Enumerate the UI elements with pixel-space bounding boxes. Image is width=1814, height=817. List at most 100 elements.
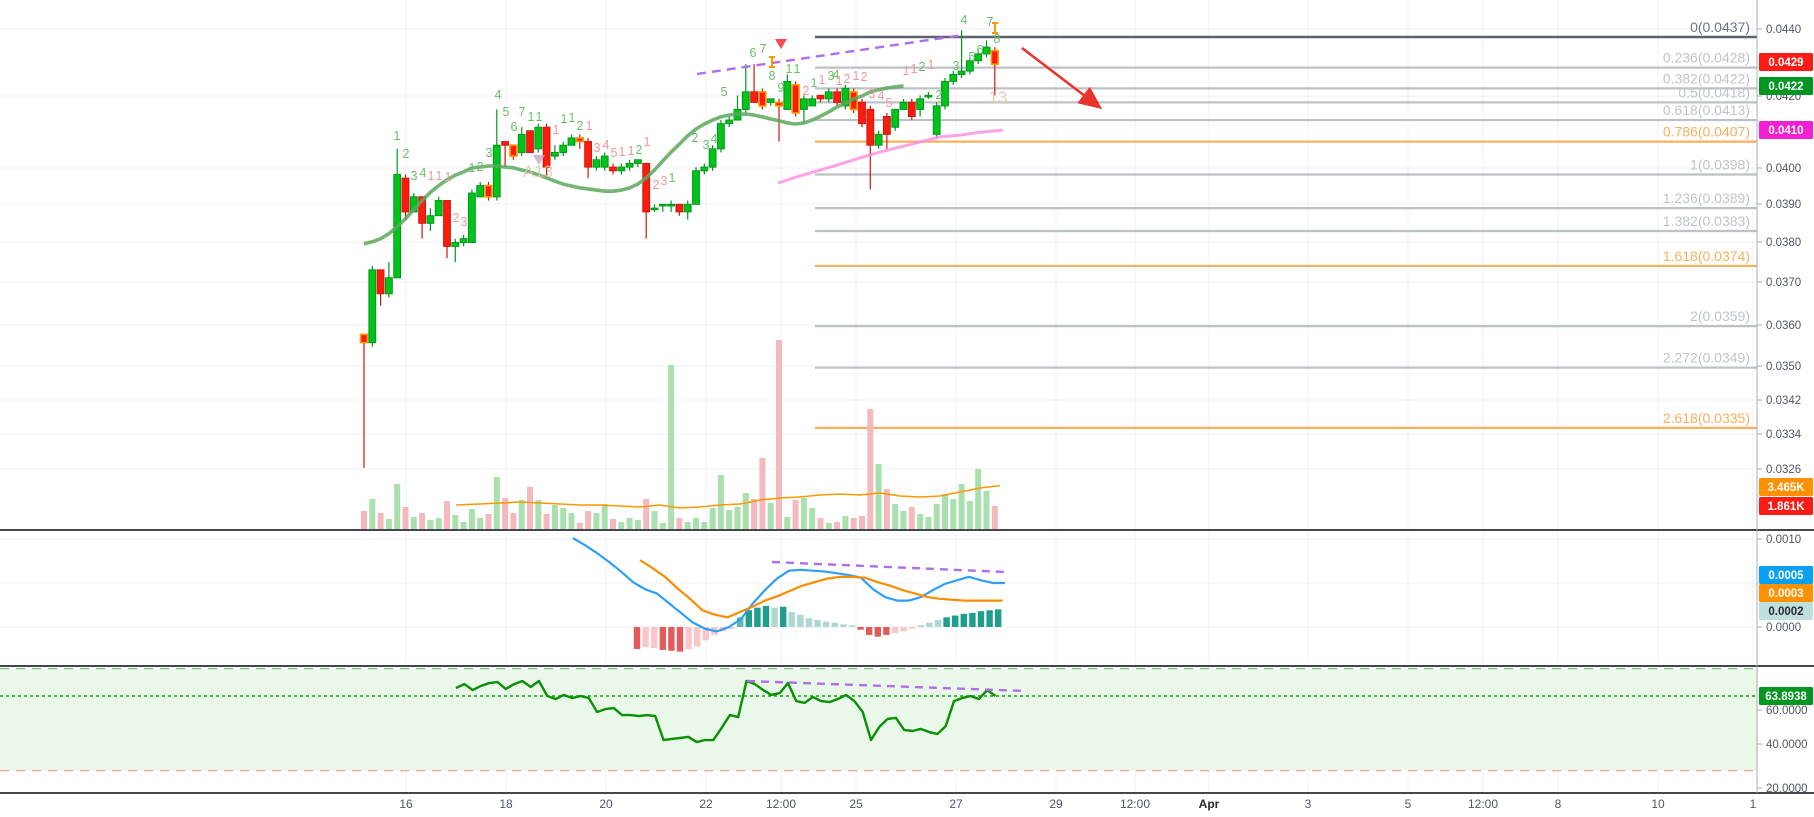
candle-body[interactable] — [426, 215, 435, 224]
candle-body[interactable] — [559, 144, 568, 153]
price-axis[interactable]: 0.04400.04200.04000.03900.03800.03700.03… — [1756, 0, 1808, 795]
candle-body[interactable] — [542, 126, 551, 168]
candle-body[interactable] — [517, 133, 526, 153]
candle-body[interactable] — [774, 101, 784, 107]
candle-body[interactable] — [916, 98, 925, 110]
candle-body[interactable] — [883, 116, 891, 135]
candle-body[interactable] — [783, 80, 792, 110]
volume-bar — [767, 503, 774, 529]
price-tick-label: 0.0390 — [1766, 199, 1801, 211]
rsi-trendline[interactable] — [746, 679, 1026, 693]
candle-body[interactable] — [401, 177, 410, 213]
candlesticks[interactable] — [359, 30, 1000, 468]
candle-body[interactable] — [874, 133, 883, 146]
macd-histogram-bar — [668, 627, 675, 651]
bearish-arrow[interactable] — [1021, 46, 1103, 110]
order-marker-icon[interactable] — [992, 22, 998, 34]
candle-body[interactable] — [816, 94, 825, 100]
candle-body[interactable] — [385, 277, 393, 295]
candle-body[interactable] — [443, 200, 451, 247]
candle-body[interactable] — [609, 166, 617, 172]
candle-body[interactable] — [800, 98, 808, 110]
candle-body[interactable] — [692, 170, 700, 205]
candle-body[interactable] — [492, 144, 501, 198]
td-count-label: 6 — [511, 120, 518, 134]
candle-body[interactable] — [758, 91, 767, 107]
candle-body[interactable] — [551, 151, 559, 157]
candle-body[interactable] — [858, 101, 866, 125]
candle-body[interactable] — [567, 137, 576, 146]
candle-body[interactable] — [949, 73, 958, 82]
volume-bar — [958, 484, 965, 529]
time-axis[interactable]: 16 18 20 22 12:00 25 27 29 12:00 Apr 3 5 12:00 8 10 1 — [399, 797, 1756, 811]
candle-body[interactable] — [658, 203, 667, 207]
candle-body[interactable] — [700, 166, 709, 172]
candle-body[interactable] — [501, 141, 510, 146]
candle-body[interactable] — [451, 242, 460, 247]
macd-histogram-bar — [737, 617, 744, 627]
candle-body[interactable] — [592, 159, 601, 168]
td-count-label: 1 — [786, 62, 793, 76]
candle-body[interactable] — [974, 53, 983, 62]
candle-body[interactable] — [617, 166, 626, 172]
volume-bar — [933, 504, 940, 529]
candle-body[interactable] — [675, 203, 684, 213]
candle-body[interactable] — [526, 130, 534, 153]
td-count-label: 2 — [844, 72, 851, 86]
candle-body[interactable] — [725, 119, 734, 125]
candle-body[interactable] — [866, 108, 875, 146]
time-tick-label: 1 — [1750, 797, 1757, 811]
candle-body[interactable] — [534, 126, 543, 150]
candle-body[interactable] — [899, 101, 908, 110]
candle-body[interactable] — [808, 98, 817, 107]
candle-body[interactable] — [833, 91, 842, 103]
candle-body[interactable] — [434, 200, 443, 217]
macd-histogram-bar — [797, 614, 804, 627]
candle-body[interactable] — [625, 162, 634, 168]
candle-body[interactable] — [907, 101, 916, 118]
order-marker-icon[interactable] — [769, 56, 775, 68]
candle-body[interactable] — [990, 49, 1000, 65]
candle-body[interactable] — [584, 141, 593, 168]
candle-body[interactable] — [575, 137, 585, 143]
volume-bar — [875, 464, 882, 529]
candle-body[interactable] — [841, 87, 850, 107]
candle-body[interactable] — [509, 144, 518, 157]
candle-body[interactable] — [418, 196, 427, 224]
fibonacci-levels[interactable]: 0(0.0437) 0.236(0.0428) 0.382(0.0422)0.5(0… — [815, 19, 1757, 429]
candle-body[interactable] — [791, 84, 800, 114]
candle-body[interactable] — [459, 238, 468, 244]
candle-body[interactable] — [966, 60, 974, 72]
candle-body[interactable] — [634, 159, 642, 164]
candle-body[interactable] — [600, 155, 609, 168]
candle-body[interactable] — [683, 203, 692, 213]
candle-body[interactable] — [368, 269, 377, 344]
candle-body[interactable] — [766, 98, 775, 103]
candle-body[interactable] — [741, 91, 750, 110]
price-tick-label: 40.0000 — [1766, 739, 1808, 751]
candle-body[interactable] — [982, 46, 991, 55]
candle-body[interactable] — [924, 94, 933, 98]
pane-separators[interactable] — [0, 529, 1814, 794]
candle-body[interactable] — [750, 91, 759, 103]
candle-body[interactable] — [650, 207, 659, 211]
candle-body[interactable] — [476, 185, 485, 198]
candle-body[interactable] — [717, 123, 725, 150]
macd-trendline[interactable] — [771, 560, 1006, 574]
candle-body[interactable] — [708, 148, 717, 168]
moving-average-pink — [777, 128, 1004, 185]
candle-body[interactable] — [957, 70, 966, 75]
td-count-label: 8 — [994, 32, 1001, 46]
candle-body[interactable] — [642, 162, 651, 213]
candle-body[interactable] — [667, 203, 676, 207]
candle-body[interactable] — [484, 184, 493, 198]
candle-body[interactable] — [932, 105, 941, 135]
candle-body[interactable] — [468, 192, 476, 244]
candle-body[interactable] — [376, 269, 385, 295]
td-count-label: 2 — [477, 160, 484, 174]
candle-body[interactable] — [824, 91, 833, 100]
candle-body[interactable] — [891, 108, 900, 128]
candle-body[interactable] — [941, 80, 949, 107]
candle-body[interactable] — [359, 333, 369, 344]
